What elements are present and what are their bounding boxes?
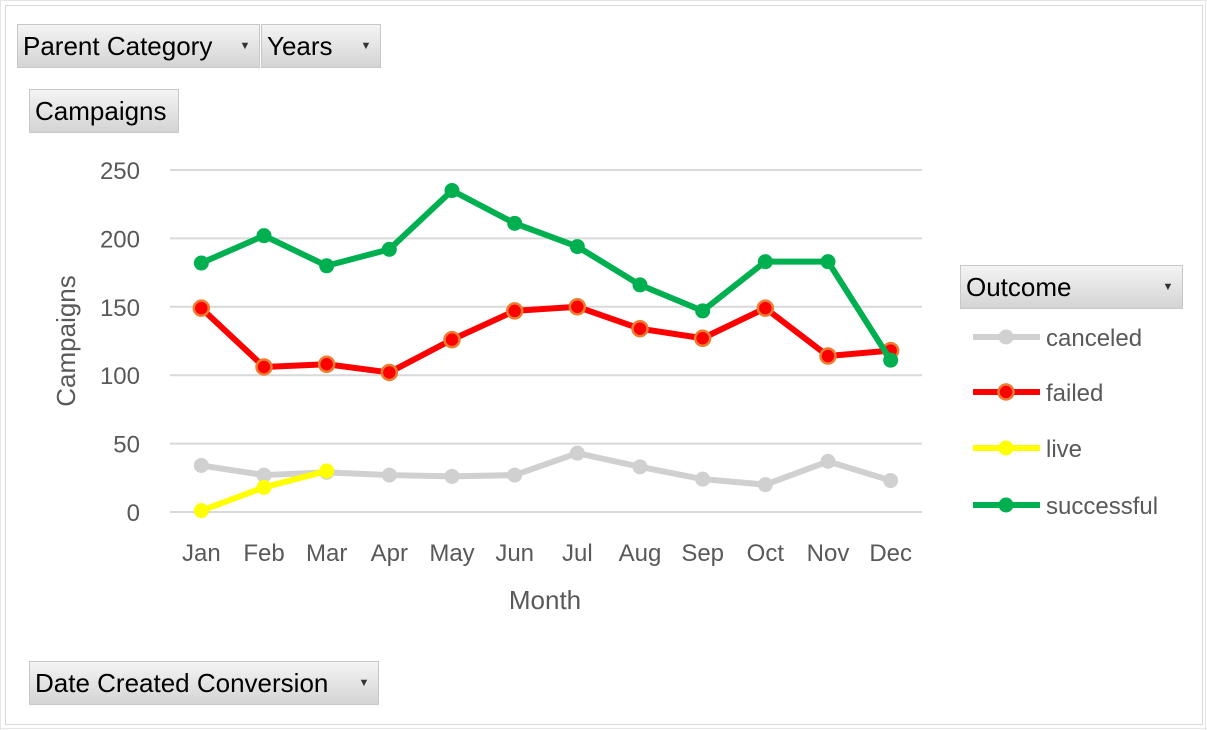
dropdown-arrow-icon: ▼ — [1162, 281, 1174, 293]
dropdown-arrow-icon: ▼ — [360, 40, 372, 52]
date-created-conversion-axis-button[interactable]: Date Created Conversion ▼ — [29, 661, 379, 705]
outcome-legend-field-button[interactable]: Outcome ▼ — [960, 265, 1183, 309]
dropdown-arrow-icon: ▼ — [358, 677, 370, 689]
years-label: Years — [267, 30, 333, 61]
date-created-conversion-label: Date Created Conversion — [35, 667, 329, 698]
outcome-label: Outcome — [966, 271, 1072, 302]
campaigns-field-label: Campaigns — [35, 95, 167, 126]
parent-category-filter-button[interactable]: Parent Category ▼ — [17, 24, 260, 68]
campaigns-value-field-button[interactable]: Campaigns — [29, 89, 179, 133]
dropdown-arrow-icon: ▼ — [239, 40, 251, 52]
pivot-chart-area[interactable] — [5, 5, 1203, 725]
parent-category-label: Parent Category — [23, 30, 213, 61]
years-filter-button[interactable]: Years ▼ — [261, 24, 381, 68]
